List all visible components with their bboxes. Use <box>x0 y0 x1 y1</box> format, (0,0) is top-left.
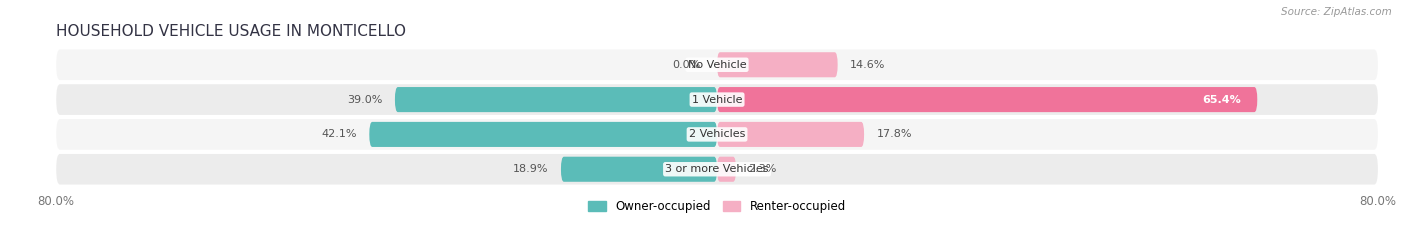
Text: 2.3%: 2.3% <box>748 164 778 174</box>
Text: 3 or more Vehicles: 3 or more Vehicles <box>665 164 769 174</box>
Text: 18.9%: 18.9% <box>513 164 548 174</box>
FancyBboxPatch shape <box>56 84 1378 115</box>
Text: HOUSEHOLD VEHICLE USAGE IN MONTICELLO: HOUSEHOLD VEHICLE USAGE IN MONTICELLO <box>56 24 406 39</box>
FancyBboxPatch shape <box>370 122 717 147</box>
Text: 42.1%: 42.1% <box>322 129 357 139</box>
FancyBboxPatch shape <box>717 52 838 77</box>
Text: 39.0%: 39.0% <box>347 95 382 105</box>
Text: No Vehicle: No Vehicle <box>688 60 747 70</box>
FancyBboxPatch shape <box>56 49 1378 80</box>
FancyBboxPatch shape <box>56 154 1378 185</box>
Text: 65.4%: 65.4% <box>1202 95 1240 105</box>
Text: 14.6%: 14.6% <box>851 60 886 70</box>
Text: 17.8%: 17.8% <box>876 129 912 139</box>
Text: 2 Vehicles: 2 Vehicles <box>689 129 745 139</box>
Text: 1 Vehicle: 1 Vehicle <box>692 95 742 105</box>
Text: Source: ZipAtlas.com: Source: ZipAtlas.com <box>1281 7 1392 17</box>
FancyBboxPatch shape <box>717 87 1257 112</box>
Text: 0.0%: 0.0% <box>672 60 700 70</box>
FancyBboxPatch shape <box>561 157 717 182</box>
Legend: Owner-occupied, Renter-occupied: Owner-occupied, Renter-occupied <box>588 200 846 213</box>
FancyBboxPatch shape <box>56 119 1378 150</box>
FancyBboxPatch shape <box>717 122 865 147</box>
FancyBboxPatch shape <box>717 157 737 182</box>
FancyBboxPatch shape <box>395 87 717 112</box>
